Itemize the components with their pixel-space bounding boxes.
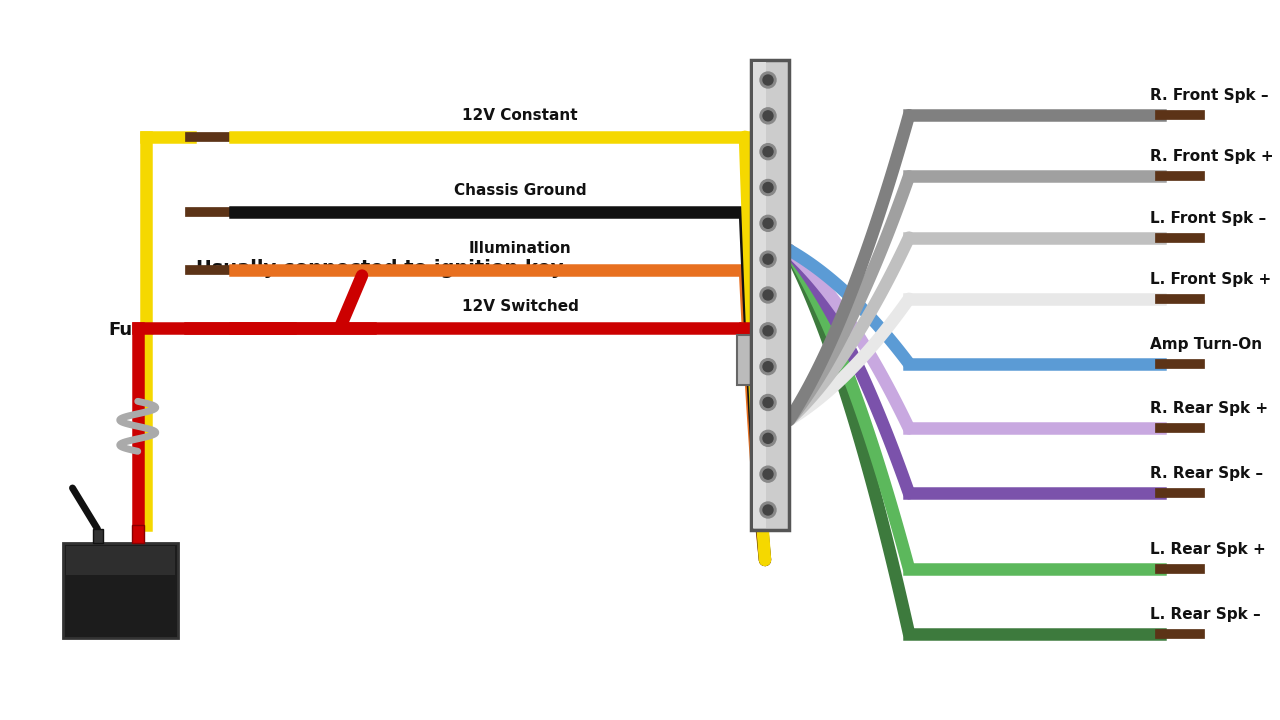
Circle shape <box>760 323 776 339</box>
Circle shape <box>763 361 773 372</box>
Circle shape <box>760 395 776 410</box>
FancyBboxPatch shape <box>63 543 178 638</box>
Text: L. Rear Spk –: L. Rear Spk – <box>1149 606 1261 621</box>
Circle shape <box>760 144 776 160</box>
Circle shape <box>760 359 776 374</box>
Text: R. Rear Spk –: R. Rear Spk – <box>1149 467 1263 481</box>
Text: Chassis Ground: Chassis Ground <box>453 184 586 199</box>
Text: 12V Constant: 12V Constant <box>462 108 577 123</box>
Circle shape <box>763 397 773 408</box>
FancyBboxPatch shape <box>67 546 175 575</box>
Text: Fuse: Fuse <box>108 321 155 339</box>
Circle shape <box>760 251 776 267</box>
Circle shape <box>760 502 776 518</box>
Circle shape <box>763 147 773 157</box>
Circle shape <box>760 466 776 482</box>
Text: Illumination: Illumination <box>468 241 571 256</box>
Circle shape <box>763 433 773 444</box>
Text: L. Front Spk +: L. Front Spk + <box>1149 271 1271 287</box>
Circle shape <box>760 72 776 88</box>
Circle shape <box>763 75 773 85</box>
Circle shape <box>763 218 773 228</box>
Text: L. Rear Spk +: L. Rear Spk + <box>1149 542 1266 557</box>
FancyBboxPatch shape <box>737 335 751 385</box>
Circle shape <box>760 431 776 446</box>
Text: Usually connected to ignition key: Usually connected to ignition key <box>196 258 563 277</box>
Circle shape <box>760 108 776 124</box>
Text: 12V Switched: 12V Switched <box>462 299 579 314</box>
Text: Amp Turn-On: Amp Turn-On <box>1149 337 1262 351</box>
Circle shape <box>763 111 773 121</box>
FancyBboxPatch shape <box>751 60 788 530</box>
FancyBboxPatch shape <box>132 525 143 543</box>
Circle shape <box>760 215 776 231</box>
Circle shape <box>763 290 773 300</box>
Circle shape <box>763 469 773 480</box>
Circle shape <box>763 505 773 515</box>
Circle shape <box>763 254 773 264</box>
Circle shape <box>763 326 773 336</box>
Circle shape <box>760 287 776 303</box>
Circle shape <box>763 182 773 192</box>
Circle shape <box>760 179 776 196</box>
FancyBboxPatch shape <box>753 62 767 528</box>
Text: R. Front Spk –: R. Front Spk – <box>1149 89 1268 103</box>
Text: R. Rear Spk +: R. Rear Spk + <box>1149 401 1268 416</box>
FancyBboxPatch shape <box>92 529 102 543</box>
Text: R. Front Spk +: R. Front Spk + <box>1149 149 1274 164</box>
Text: L. Front Spk –: L. Front Spk – <box>1149 210 1266 225</box>
